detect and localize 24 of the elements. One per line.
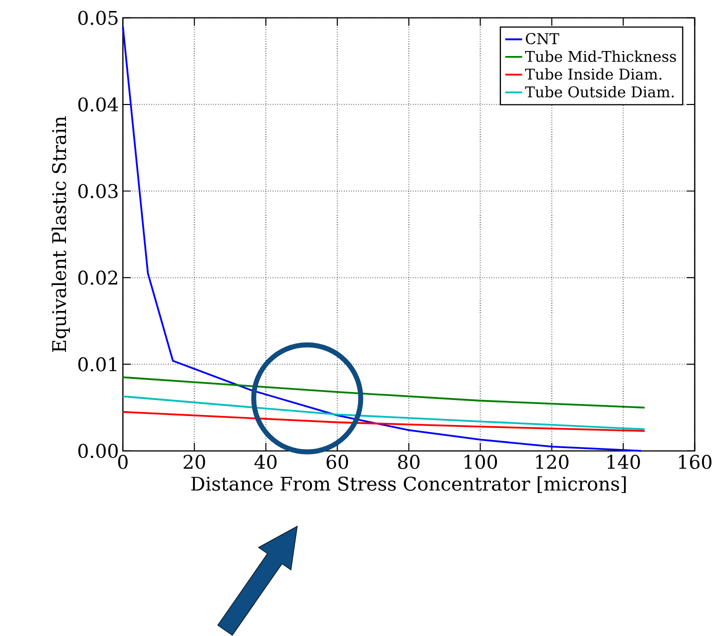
legend-label: Tube Inside Diam.: [525, 68, 662, 80]
y-tick-label: 0.00: [78, 444, 118, 458]
x-tick-label: 20: [184, 454, 206, 470]
x-axis-title: Distance From Stress Concentrator [microns]: [191, 476, 626, 494]
x-tick-label: 160: [679, 454, 712, 470]
x-tick-label: 100: [464, 454, 497, 470]
line-series: [122, 411, 646, 432]
x-tick-label: 140: [608, 454, 640, 470]
legend-label: Tube Outside Diam.: [525, 86, 674, 98]
line-series: [122, 376, 646, 409]
x-tick-label: 40: [254, 454, 277, 470]
y-axis-title: Equivalent Plastic Strain: [52, 116, 70, 352]
y-tick-label: 0.02: [78, 270, 118, 285]
x-tick-label: 120: [536, 454, 568, 470]
x-tick-label: 0: [118, 454, 128, 470]
y-tick-label: 0.01: [78, 357, 116, 372]
y-tick-label: 0.04: [78, 98, 118, 112]
line-series: [122, 396, 646, 430]
y-tick-label: 0.05: [78, 10, 118, 26]
legend-label: Tube Mid-Thickness: [525, 50, 676, 62]
x-tick-label: 60: [326, 454, 348, 470]
legend-label: CNT: [526, 33, 560, 44]
x-tick-label: 80: [398, 454, 420, 470]
y-tick-label: 0.03: [78, 184, 118, 198]
